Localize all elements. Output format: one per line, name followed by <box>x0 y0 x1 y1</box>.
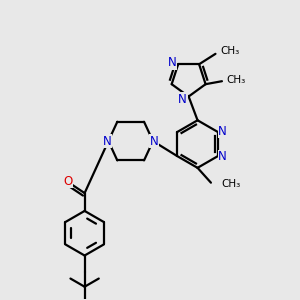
Text: CH₃: CH₃ <box>226 75 246 85</box>
Text: CH₃: CH₃ <box>221 179 241 189</box>
Text: N: N <box>218 125 227 138</box>
Text: N: N <box>150 135 159 148</box>
Text: N: N <box>103 135 111 148</box>
Text: N: N <box>218 150 227 163</box>
Text: O: O <box>63 175 72 188</box>
Text: N: N <box>178 93 187 106</box>
Text: N: N <box>168 56 177 69</box>
Text: CH₃: CH₃ <box>220 46 239 56</box>
